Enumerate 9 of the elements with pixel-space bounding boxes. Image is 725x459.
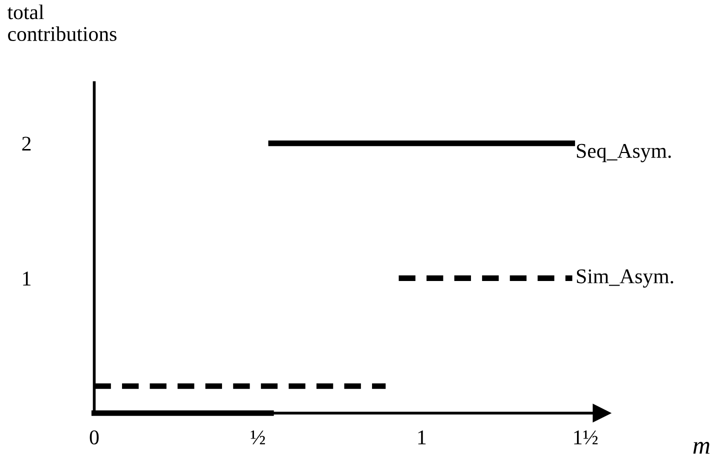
x-tick-label: 1: [418, 430, 426, 444]
x-tick-label: ½: [250, 430, 265, 444]
x-tick-label: 1½: [574, 430, 598, 444]
series-label: Sim_Asym.: [576, 269, 674, 288]
series-label: Seq_Asym.: [576, 144, 671, 162]
y-axis-title: total contributions: [7, 4, 116, 42]
x-axis-title: m: [693, 442, 710, 454]
x-tick-label: 0: [90, 430, 99, 444]
y-tick-label: 2: [22, 136, 31, 151]
